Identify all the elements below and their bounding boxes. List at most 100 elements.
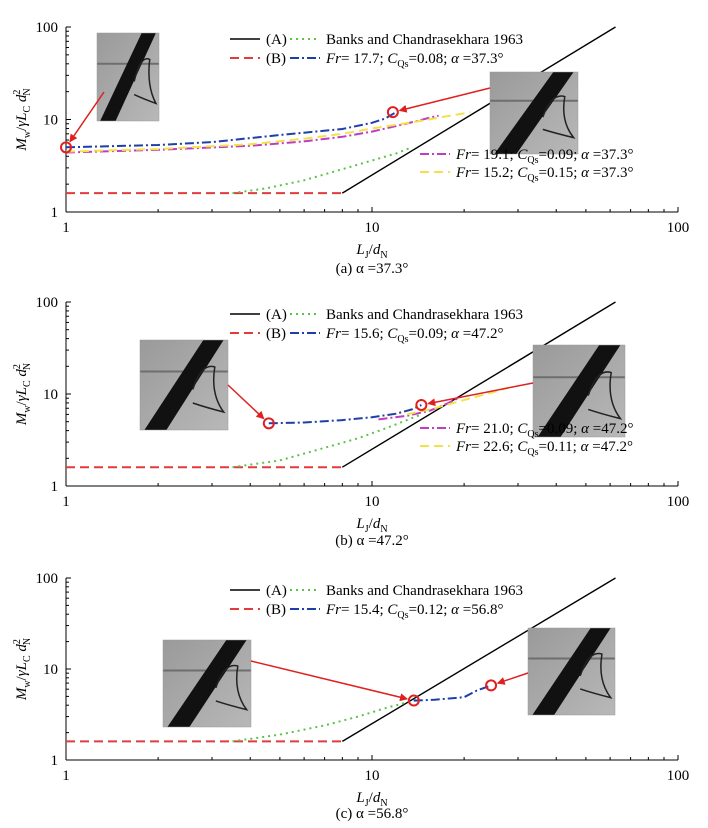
highlight-marker bbox=[386, 106, 399, 119]
panel-caption: (a) α =37.3° bbox=[336, 261, 409, 277]
x-axis-label: LJ/dN bbox=[355, 516, 387, 535]
x-tick-label: 1 bbox=[62, 220, 70, 236]
series-line-blue bbox=[268, 404, 422, 425]
series-line-A bbox=[341, 26, 616, 194]
x-tick-label: 100 bbox=[667, 768, 690, 784]
legend-label: Fr= 22.6; CQs=0.11; α =47.2° bbox=[455, 439, 633, 458]
x-tick-label: 10 bbox=[365, 494, 380, 510]
legend-label: (B) bbox=[266, 602, 286, 618]
x-tick-label: 100 bbox=[667, 220, 690, 236]
photo-frame bbox=[489, 71, 579, 155]
inset-photo bbox=[139, 339, 229, 431]
x-tick-label: 10 bbox=[365, 220, 380, 236]
y-tick-label: 100 bbox=[36, 295, 59, 311]
callout-arrow bbox=[427, 382, 534, 407]
x-tick-label: 1 bbox=[62, 494, 70, 510]
x-axis-label: LJ/dN bbox=[355, 790, 387, 809]
callout-arrow bbox=[227, 384, 265, 420]
legend-label: (B) bbox=[266, 51, 286, 67]
series-line-banks bbox=[232, 698, 417, 743]
legend-label: Banks and Chandrasekhara 1963 bbox=[326, 32, 523, 48]
legend-label: (B) bbox=[266, 326, 286, 342]
x-axis-label: LJ/dN bbox=[355, 242, 387, 261]
splash-plume bbox=[542, 95, 576, 139]
y-axis-label: Mw/γLC d2N bbox=[12, 363, 33, 426]
panel-caption: (c) α =56.8° bbox=[336, 806, 409, 822]
series-line-banks bbox=[232, 146, 413, 195]
x-tick-label: 10 bbox=[365, 768, 380, 784]
highlight-marker bbox=[415, 398, 428, 411]
series-line-magenta bbox=[378, 396, 462, 421]
legend-label: Fr= 15.4; CQs=0.12; α =56.8° bbox=[325, 602, 504, 621]
legend-label: Fr= 19.1; CQs=0.09; α =37.3° bbox=[455, 147, 634, 166]
highlight-marker bbox=[485, 679, 498, 692]
y-tick-label: 10 bbox=[43, 662, 58, 678]
legend-entry-B: (B) bbox=[230, 51, 286, 67]
legend-label: Banks and Chandrasekhara 1963 bbox=[326, 583, 523, 599]
legend-entry-B: (B) bbox=[230, 602, 286, 618]
callout-arrow bbox=[398, 87, 491, 113]
series-line-A bbox=[341, 301, 616, 468]
y-tick-label: 1 bbox=[51, 753, 59, 769]
y-tick-label: 100 bbox=[36, 20, 59, 36]
legend-entry-blue: Fr= 15.4; CQs=0.12; α =56.8° bbox=[290, 602, 504, 621]
nozzle-jet bbox=[144, 340, 224, 430]
legend-label: Fr= 15.6; CQs=0.09; α =47.2° bbox=[325, 326, 504, 345]
legend-label: Fr= 15.2; CQs=0.15; α =37.3° bbox=[455, 165, 634, 184]
callout-arrow bbox=[496, 672, 529, 685]
nozzle-jet bbox=[167, 640, 247, 727]
legend-entry-A: (A) bbox=[230, 583, 287, 599]
splash-plume bbox=[215, 664, 249, 711]
y-tick-label: 100 bbox=[36, 571, 59, 587]
legend-entry-yellow: Fr= 22.6; CQs=0.11; α =47.2° bbox=[420, 439, 633, 458]
legend-label: Fr= 17.7; CQs=0.08; α =37.3° bbox=[325, 51, 504, 70]
inset-photo bbox=[162, 639, 252, 728]
splash-plume bbox=[587, 371, 623, 420]
series-line-blue bbox=[413, 684, 492, 702]
splash-plume bbox=[133, 58, 158, 105]
nozzle-jet bbox=[494, 72, 574, 154]
x-tick-label: 1 bbox=[62, 768, 70, 784]
nozzle-jet bbox=[532, 628, 611, 715]
y-tick-label: 10 bbox=[43, 387, 58, 403]
chart-panel-2: 1 10 100 1 10 100 LJ/dN Mw/γLC d2N (b) α =47.2° (… bbox=[12, 295, 689, 549]
legend-entry-magenta: Fr= 21.0; CQs=0.09; α =47.2° bbox=[420, 421, 634, 440]
legend-entry-blue: Fr= 17.7; CQs=0.08; α =37.3° bbox=[290, 51, 504, 70]
inset-photo bbox=[532, 344, 626, 438]
photo-frame bbox=[532, 344, 626, 438]
legend-entry-yellow: Fr= 15.2; CQs=0.15; α =37.3° bbox=[420, 165, 634, 184]
legend-entry-banks: Banks and Chandrasekhara 1963 bbox=[290, 307, 523, 323]
legend-entry-banks: Banks and Chandrasekhara 1963 bbox=[290, 32, 523, 48]
splash-plume bbox=[579, 652, 613, 699]
highlight-marker bbox=[60, 141, 72, 154]
photo-frame bbox=[527, 627, 616, 716]
y-tick-label: 10 bbox=[43, 113, 58, 129]
series-line-A bbox=[341, 577, 616, 743]
highlight-marker bbox=[407, 694, 420, 707]
splash-plume bbox=[192, 365, 226, 414]
series-line-magenta bbox=[65, 114, 439, 154]
series-line-yellow bbox=[406, 386, 510, 416]
legend-entry-B: (B) bbox=[230, 326, 286, 342]
legend-entry-A: (A) bbox=[230, 32, 287, 48]
legend-label: Fr= 21.0; CQs=0.09; α =47.2° bbox=[455, 421, 634, 440]
legend-entry-magenta: Fr= 19.1; CQs=0.09; α =37.3° bbox=[420, 147, 634, 166]
y-axis-label: Mw/γLC d2N bbox=[12, 88, 33, 151]
chart-panel-3: 1 10 100 1 10 100 LJ/dN Mw/γLC d2N (c) α =56.8° (… bbox=[12, 571, 689, 822]
series-line-banks bbox=[232, 413, 422, 469]
legend-label: Banks and Chandrasekhara 1963 bbox=[326, 307, 523, 323]
chart-panel-1: 1 10 100 1 10 100 LJ/dN Mw/γLC d2N (a) α =37.3° (… bbox=[12, 20, 689, 277]
legend-entry-A: (A) bbox=[230, 307, 287, 323]
series-line-blue bbox=[65, 111, 397, 149]
inset-photo bbox=[489, 71, 579, 155]
photo-frame bbox=[96, 32, 160, 122]
inset-photo bbox=[96, 32, 160, 122]
nozzle-jet bbox=[100, 33, 156, 121]
legend-label: (A) bbox=[266, 307, 287, 323]
y-tick-label: 1 bbox=[51, 479, 59, 495]
x-tick-label: 100 bbox=[667, 494, 690, 510]
legend-label: (A) bbox=[266, 583, 287, 599]
inset-photo bbox=[527, 627, 616, 716]
y-axis-label: Mw/γLC d2N bbox=[12, 638, 33, 701]
